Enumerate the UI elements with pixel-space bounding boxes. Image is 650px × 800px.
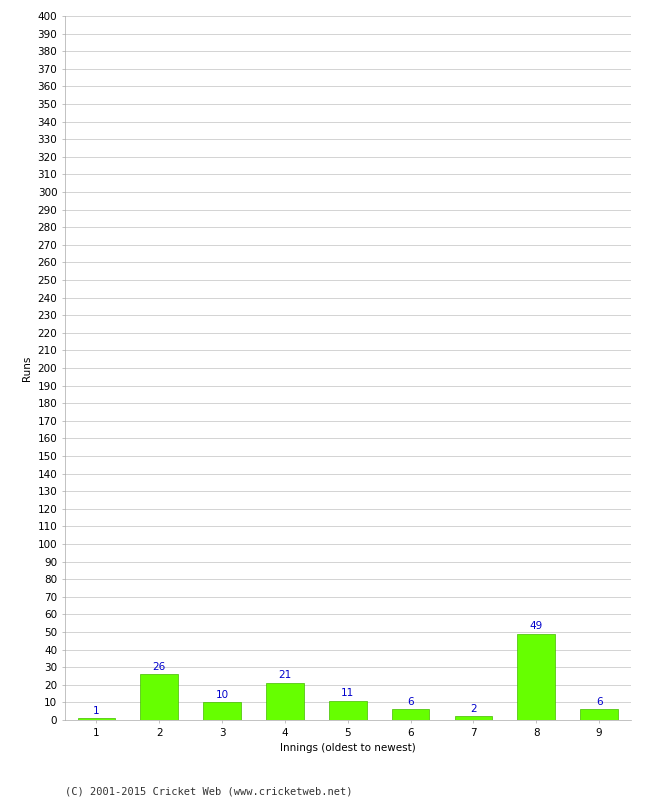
Bar <box>329 701 367 720</box>
Text: 26: 26 <box>153 662 166 672</box>
Bar <box>517 634 555 720</box>
Text: 1: 1 <box>93 706 99 715</box>
Text: 11: 11 <box>341 688 354 698</box>
X-axis label: Innings (oldest to newest): Innings (oldest to newest) <box>280 743 415 753</box>
Bar <box>203 702 241 720</box>
Text: 6: 6 <box>596 697 603 707</box>
Y-axis label: Runs: Runs <box>22 355 32 381</box>
Text: 2: 2 <box>470 704 476 714</box>
Text: (C) 2001-2015 Cricket Web (www.cricketweb.net): (C) 2001-2015 Cricket Web (www.cricketwe… <box>65 786 352 796</box>
Text: 21: 21 <box>278 670 292 680</box>
Bar <box>140 674 178 720</box>
Bar <box>77 718 115 720</box>
Text: 6: 6 <box>408 697 414 707</box>
Bar <box>454 717 492 720</box>
Bar <box>266 683 304 720</box>
Text: 10: 10 <box>216 690 229 700</box>
Bar <box>392 710 430 720</box>
Bar <box>580 710 618 720</box>
Text: 49: 49 <box>530 621 543 631</box>
